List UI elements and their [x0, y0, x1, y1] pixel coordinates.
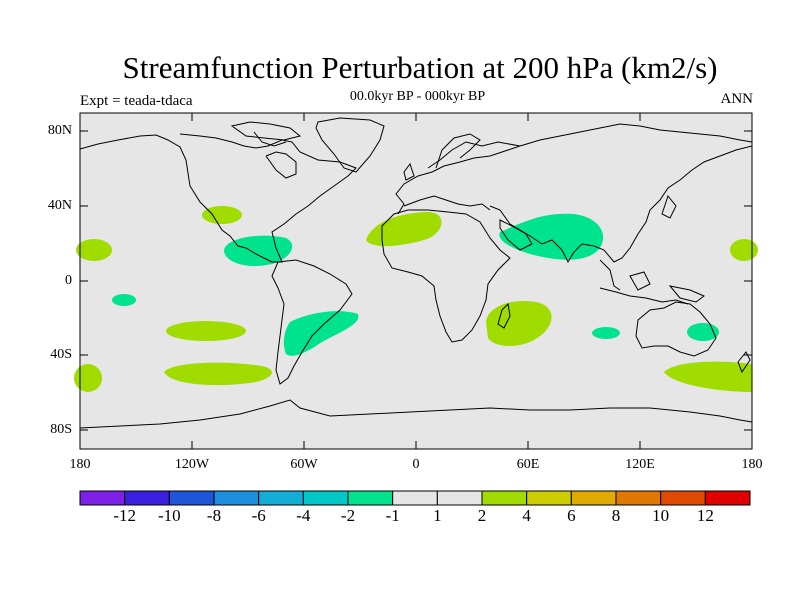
colorbar-box — [570, 490, 617, 506]
coastline-siberia — [519, 123, 753, 147]
coastline-scandinavia — [435, 133, 481, 169]
colorbar-box — [258, 490, 304, 506]
lon-tick-label: 60W — [290, 457, 318, 472]
coastline-asia — [489, 145, 753, 264]
map-background — [80, 113, 752, 449]
coastline-british-isles — [403, 162, 415, 181]
lon-tick-label: 0 — [412, 457, 420, 472]
coastline-africa — [381, 209, 511, 343]
positive-anomaly-regions — [74, 206, 758, 392]
coastline-north-america — [79, 133, 357, 263]
lon-tick-label: 180 — [69, 457, 91, 472]
lat-tick-label: 80N — [47, 123, 72, 138]
coastline-new-guinea — [668, 285, 705, 303]
axis-ticks — [79, 113, 753, 449]
negative-anomaly-region — [112, 294, 136, 306]
lat-tick-label: 40S — [50, 347, 72, 362]
colorbar-box — [526, 490, 572, 506]
colorbar — [79, 490, 751, 506]
coastline-mediterranean — [403, 195, 491, 211]
lat-tick-label: 80S — [50, 422, 72, 437]
colorbar-label: -8 — [206, 506, 222, 525]
colorbar-label: -4 — [296, 506, 311, 525]
coastlines — [79, 117, 753, 429]
colorbar-label: 2 — [477, 506, 487, 525]
colorbar-label: 8 — [611, 506, 621, 525]
lon-tick-label: 120W — [174, 457, 210, 472]
colorbar-box — [436, 490, 483, 506]
positive-anomaly-region — [202, 206, 242, 224]
negative-anomaly-region — [687, 323, 719, 341]
lat-tick-label: 40N — [47, 198, 72, 213]
coastline-new-zealand — [737, 351, 751, 374]
lat-tick-label: 0 — [65, 273, 72, 288]
colorbar-label: 6 — [567, 506, 576, 525]
positive-anomaly-region — [664, 361, 752, 392]
colorbar-label: -12 — [113, 506, 136, 525]
chart-subtitle: 00.0kyr BP - 000kyr BP — [349, 89, 486, 104]
colorbar-box — [704, 490, 751, 506]
coastline-arctic-islands — [230, 121, 302, 141]
colorbar-label: -2 — [340, 506, 356, 525]
coastline-greenland — [315, 117, 385, 173]
colorbar-box — [660, 490, 706, 506]
negative-anomaly-region — [592, 327, 620, 339]
colorbar-box — [168, 490, 215, 506]
colorbar-box — [615, 490, 662, 506]
colorbar-box — [481, 490, 528, 506]
colorbar-box — [79, 490, 126, 506]
colorbar-box — [347, 490, 394, 506]
positive-anomaly-region — [366, 212, 442, 247]
colorbar-label: 1 — [433, 506, 442, 525]
coastline-arabia — [499, 219, 533, 251]
coastline-japan — [661, 194, 677, 219]
colorbar-label: -10 — [157, 506, 181, 525]
season-label: ANN — [720, 91, 754, 107]
colorbar-box — [124, 490, 170, 506]
colorbar-box — [392, 490, 438, 506]
coastline-southeast-asia — [599, 259, 621, 291]
positive-anomaly-region — [164, 362, 272, 386]
chart-title: Streamfunction Perturbation at 200 hPa (… — [122, 50, 718, 85]
lon-tick-label: 60E — [516, 457, 540, 472]
colorbar-box — [302, 490, 349, 506]
colorbar-box — [213, 490, 260, 506]
positive-anomaly-region — [166, 321, 246, 341]
lon-tick-label: 120E — [625, 457, 655, 472]
negative-anomaly-region — [283, 311, 359, 356]
coastline-australia — [635, 301, 717, 357]
colorbar-label: -1 — [385, 506, 400, 525]
coastline-europe — [395, 141, 521, 215]
colorbar-label: 10 — [652, 506, 670, 525]
lon-tick-label: 180 — [741, 457, 763, 472]
coastline-madagascar — [497, 302, 511, 329]
colorbar-label: 4 — [522, 506, 531, 525]
coastline-south-america — [271, 259, 353, 385]
coastline-indonesia — [599, 287, 689, 305]
colorbar-label: 12 — [696, 506, 714, 525]
colorbar-label: -6 — [251, 506, 266, 525]
positive-anomaly-region — [76, 239, 112, 261]
experiment-label: Expt = teada-tdaca — [80, 93, 193, 109]
coastline-antarctica — [79, 399, 753, 429]
coastline-hudson-bay — [265, 151, 297, 179]
coastline-borneo — [629, 271, 651, 291]
coastline-arctic-islands — [253, 131, 287, 147]
positive-anomaly-region — [730, 239, 758, 261]
positive-anomaly-region — [74, 364, 102, 392]
positive-anomaly-region — [486, 300, 552, 347]
